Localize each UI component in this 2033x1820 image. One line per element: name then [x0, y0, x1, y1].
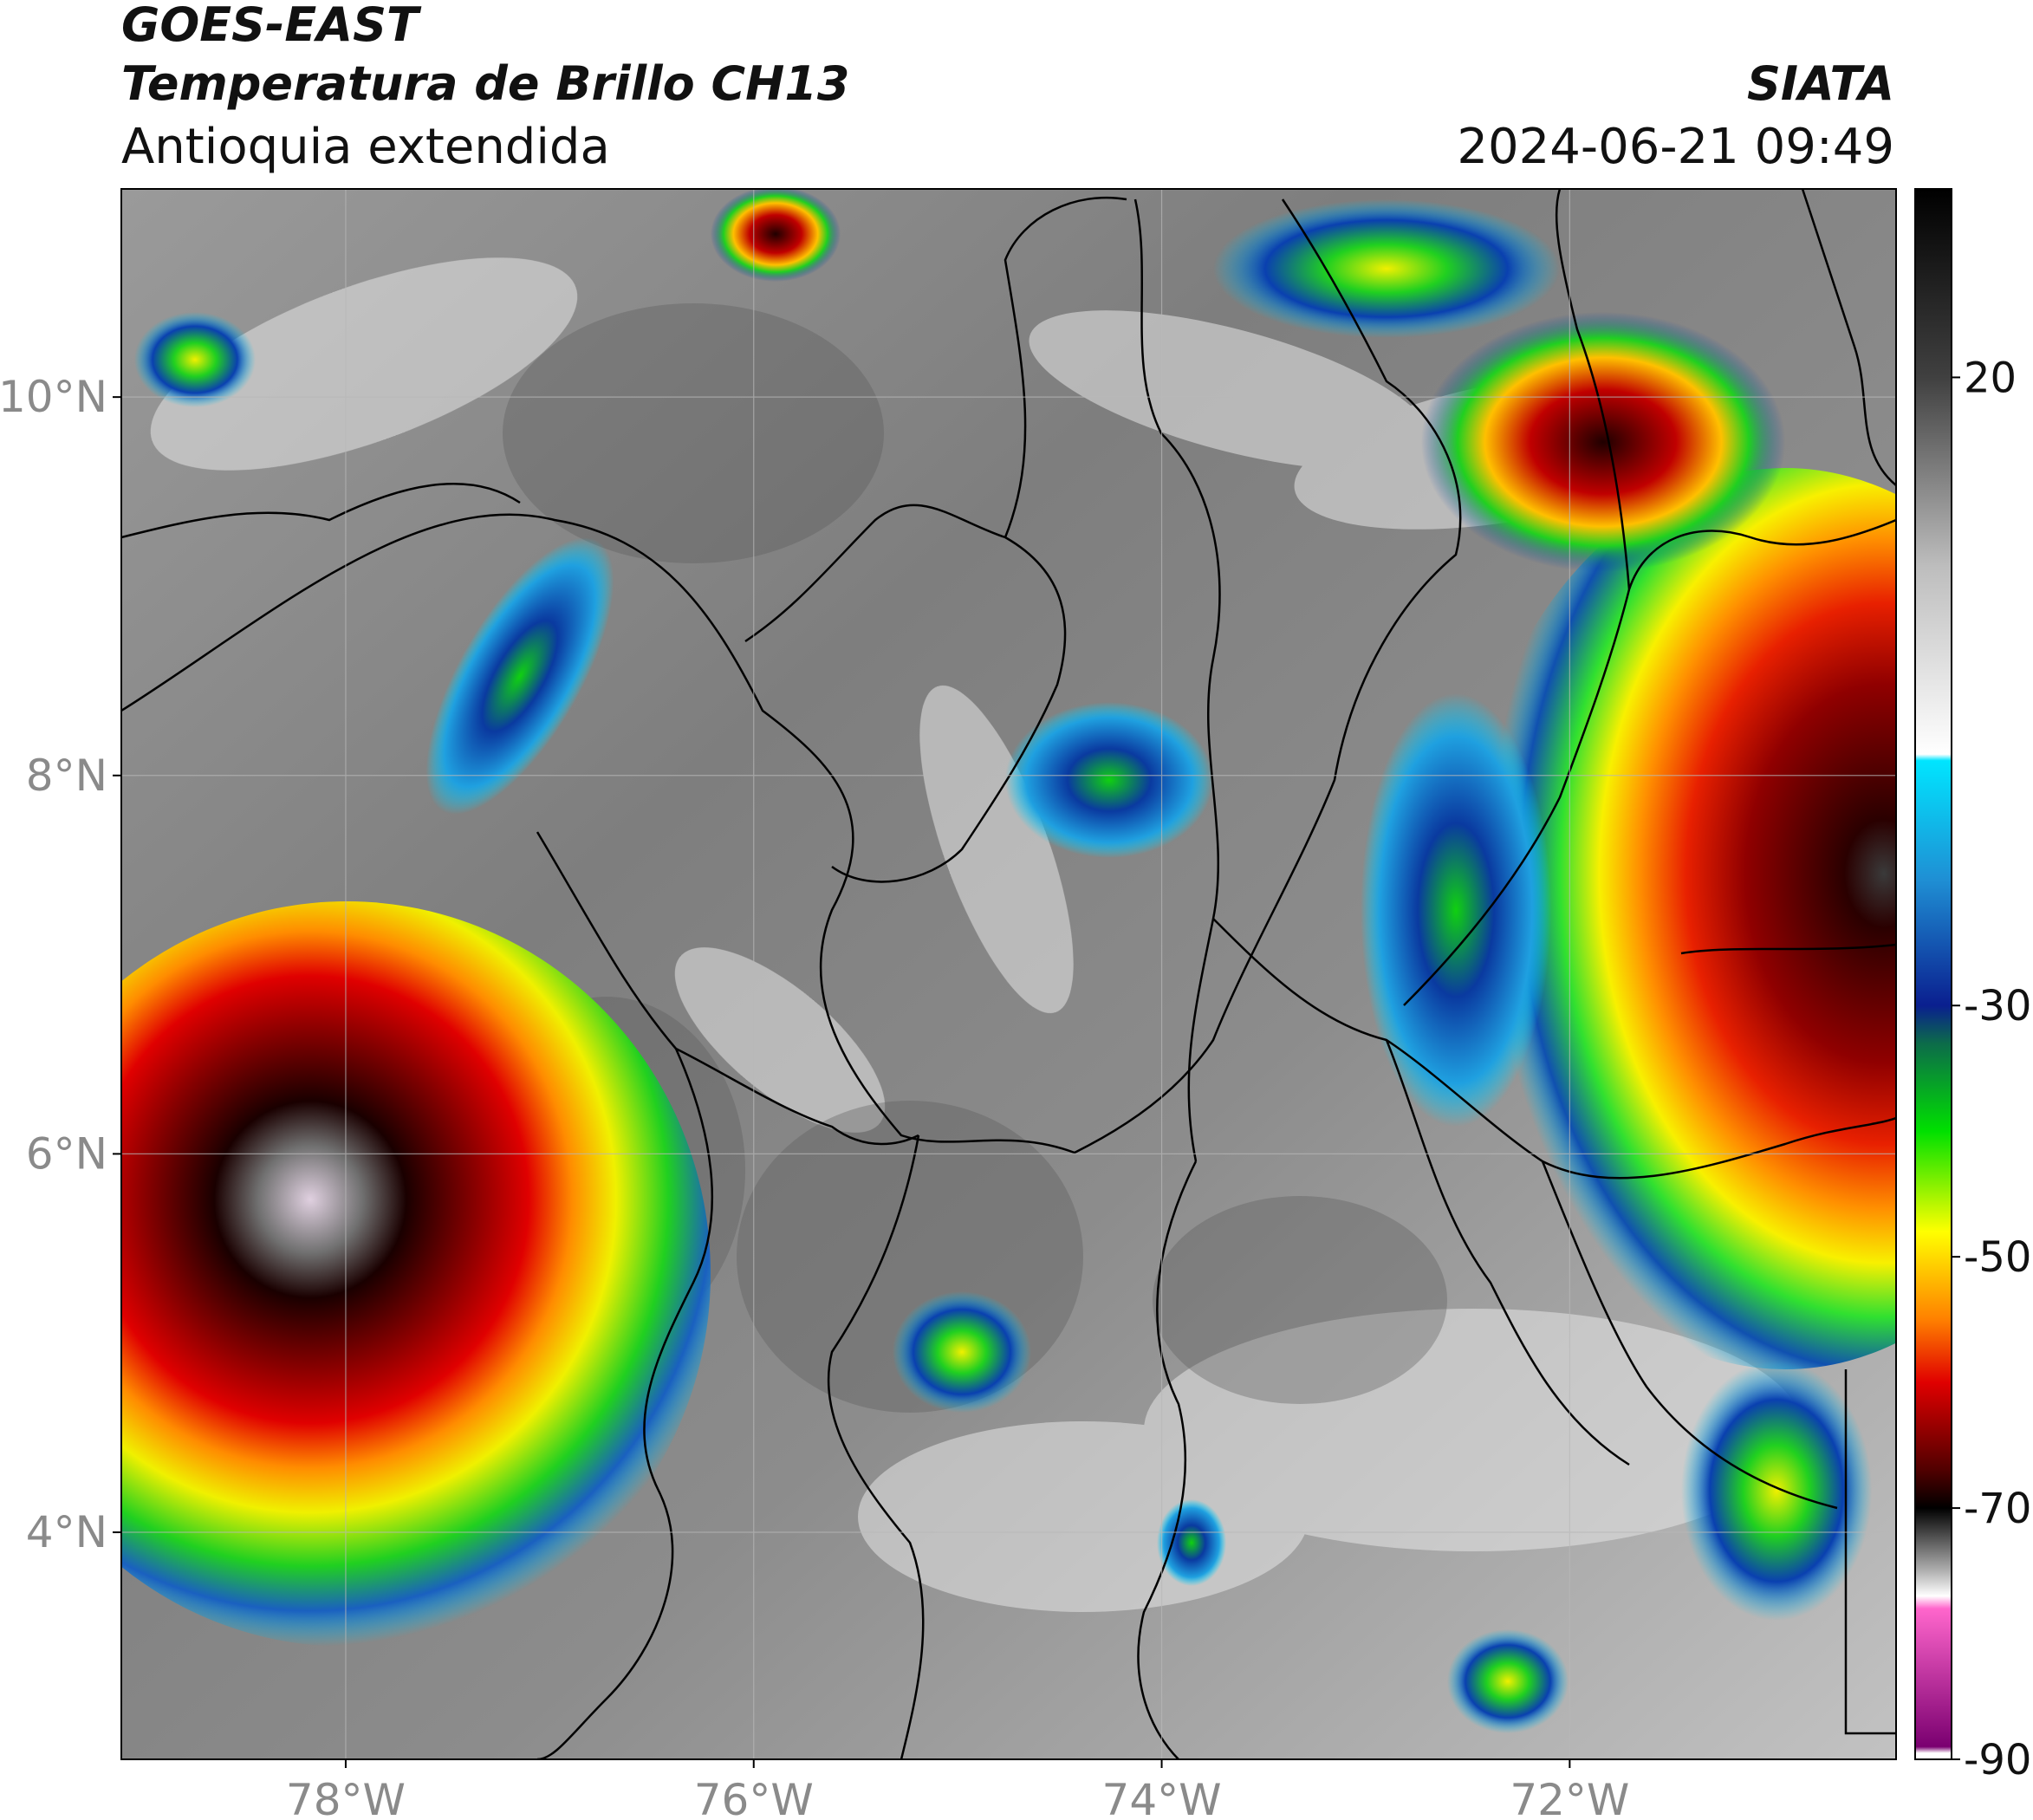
colorbar: 20 -30 -50 -70 -90 — [1914, 188, 2031, 1784]
colorbar-tick-label: -90 — [1964, 1736, 2031, 1784]
latitude-labels: 10°N 8°N 6°N 4°N — [0, 372, 121, 1557]
lon-label: 74°W — [1102, 1775, 1222, 1820]
lat-label: 4°N — [26, 1507, 107, 1557]
timestamp-label: 2024-06-21 09:49 — [1457, 119, 1894, 175]
region-subtitle: Antioquia extendida — [121, 119, 610, 175]
cloud-cell-south-central — [893, 1291, 1031, 1413]
lon-label: 76°W — [694, 1775, 814, 1820]
cloud-cell-east-mid — [1361, 693, 1551, 1127]
colorbar-bar — [1914, 188, 1952, 1760]
cloud-cell-northwest — [134, 312, 256, 407]
storm-cell-north — [711, 189, 841, 282]
cloud-cell-central — [1005, 702, 1213, 858]
title-line-2: Temperatura de Brillo CH13 — [121, 56, 850, 111]
lon-label: 78°W — [286, 1775, 406, 1820]
lat-label: 6°N — [26, 1128, 107, 1179]
lat-label: 10°N — [0, 372, 107, 422]
colorbar-tick-label: -50 — [1964, 1233, 2031, 1282]
map-frame — [120, 188, 1897, 1760]
cloud-cell-south-small — [1157, 1499, 1226, 1586]
title-line-1: GOES-EAST — [121, 0, 419, 52]
longitude-labels: 78°W 76°W 74°W 72°W — [286, 1759, 1629, 1820]
lon-label: 72°W — [1510, 1775, 1629, 1820]
lat-label: 8°N — [26, 751, 107, 801]
cloud-cell-southeast — [1681, 1361, 1872, 1621]
storm-cell-northeast — [1421, 312, 1785, 572]
cloud-cell-south — [1447, 1629, 1569, 1733]
brand-label: SIATA — [1746, 56, 1894, 111]
storm-system-southwest — [121, 901, 711, 1647]
graticule — [121, 189, 1896, 1759]
cloud-cell-isthmus — [425, 537, 614, 815]
cloud-band-north — [1213, 199, 1560, 338]
colorbar-tick-label: -30 — [1964, 982, 2031, 1030]
political-boundaries — [121, 189, 1896, 1759]
colorbar-tick-label: 20 — [1964, 354, 2017, 402]
colorbar-tick-label: -70 — [1964, 1485, 2031, 1533]
